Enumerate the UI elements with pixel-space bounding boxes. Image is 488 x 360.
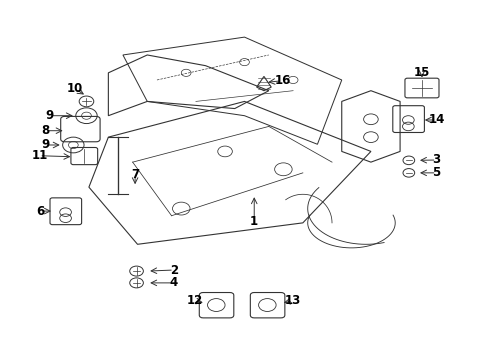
Text: 5: 5 [431,166,440,179]
Text: 1: 1 [250,215,258,228]
Text: 16: 16 [274,74,290,87]
Text: 12: 12 [186,294,203,307]
Text: 4: 4 [169,276,178,289]
Text: 14: 14 [427,113,444,126]
Text: 8: 8 [41,124,49,137]
Text: 6: 6 [36,204,44,217]
Text: 2: 2 [170,264,178,276]
Text: 10: 10 [67,82,83,95]
Text: 13: 13 [285,294,301,307]
Text: 7: 7 [131,168,139,181]
Text: 9: 9 [45,109,53,122]
Text: 11: 11 [31,149,47,162]
Text: 3: 3 [431,153,440,166]
Text: 9: 9 [41,139,49,152]
Text: 15: 15 [413,66,429,79]
